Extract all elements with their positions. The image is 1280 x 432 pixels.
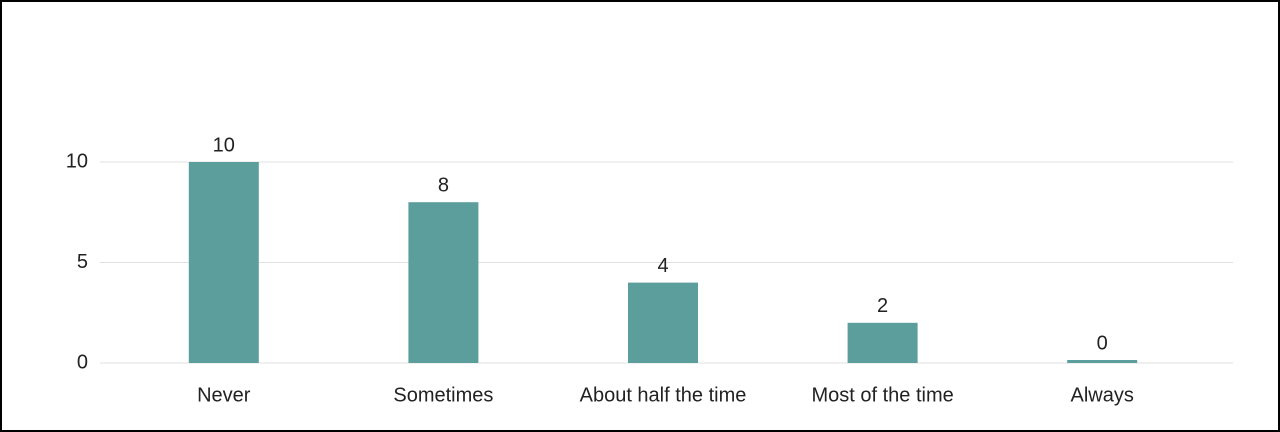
y-tick-label: 10 <box>66 150 88 172</box>
x-tick-label: Sometimes <box>393 384 493 406</box>
bar <box>188 162 259 363</box>
value-label: 10 <box>213 134 235 156</box>
y-tick-label: 0 <box>77 351 88 373</box>
y-tick-label: 5 <box>77 251 88 273</box>
x-tick-label: Always <box>1071 384 1134 406</box>
bar <box>628 282 698 363</box>
x-tick-label: About half the time <box>580 384 747 406</box>
value-label: 4 <box>657 255 668 277</box>
bar <box>1067 360 1138 363</box>
bar <box>847 322 918 363</box>
value-label: 0 <box>1097 332 1108 354</box>
x-tick-label: Most of the time <box>811 384 953 406</box>
bar <box>408 202 479 363</box>
x-tick-label: Never <box>197 384 251 406</box>
value-label: 2 <box>877 295 888 317</box>
value-label: 8 <box>438 174 449 196</box>
